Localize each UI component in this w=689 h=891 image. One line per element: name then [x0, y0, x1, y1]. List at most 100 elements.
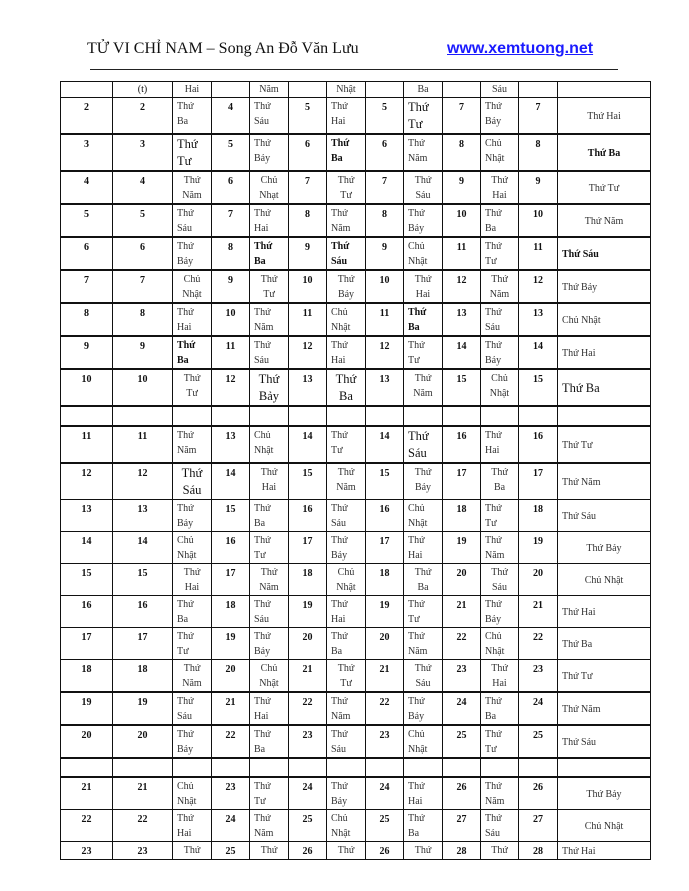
- weekday-cell: Thứ Năm: [172, 659, 212, 693]
- number-cell: 12: [60, 462, 113, 500]
- number-cell: [288, 81, 327, 98]
- number-cell: 21: [442, 595, 481, 628]
- weekday-cell: Thứ Ba: [172, 595, 212, 628]
- weekday-cell: Thứ Năm: [172, 425, 212, 464]
- number-cell: 12: [442, 269, 481, 304]
- number-cell: 24: [518, 691, 558, 726]
- website-link[interactable]: www.xemtuong.net: [447, 40, 594, 57]
- weekday-cell: Thứ Bảy: [326, 776, 366, 810]
- number-cell: 15: [518, 368, 558, 407]
- weekday-cell: [249, 757, 289, 778]
- weekday-cell: Chủ Nhật: [403, 499, 443, 532]
- weekday-cell: Thứ Sáu: [249, 595, 289, 628]
- table-row: 20 20 Thứ Bảy 22 Thứ Ba 23 Thứ Sáu 23 Chủ Nhật 25…: [60, 724, 651, 759]
- number-cell: 16: [442, 425, 481, 464]
- number-cell: 9: [288, 236, 327, 271]
- number-cell: 14: [211, 462, 250, 500]
- number-cell: 15: [60, 563, 113, 596]
- number-cell: 20: [211, 659, 250, 693]
- weekday-cell: Sáu: [480, 81, 519, 98]
- weekday-cell: [480, 405, 519, 427]
- number-cell: 10: [518, 203, 558, 238]
- weekday-cell: Thứ Ba: [172, 335, 212, 370]
- number-cell: 8: [211, 236, 250, 271]
- number-cell: 23: [112, 841, 173, 860]
- table-row: 19 19 Thứ Sáu 21 Thứ Hai 22 Thứ Năm 22 Thứ Bảy 24…: [60, 691, 651, 726]
- number-cell: 27: [442, 809, 481, 842]
- weekday-cell: Thứ Bảy: [249, 627, 289, 660]
- number-cell: 11: [211, 335, 250, 370]
- number-cell: 7: [442, 97, 481, 135]
- table-row: 22 22 Thứ Hai 24 Thứ Năm 25 Chủ Nhật 25 Thứ Ba 27…: [60, 809, 651, 842]
- number-cell: 27: [518, 809, 558, 842]
- number-cell: 18: [518, 499, 558, 532]
- number-cell: 10: [60, 368, 113, 407]
- weekday-cell: Thứ Năm: [326, 691, 366, 726]
- table-row: 6 6 Thứ Bảy 8 Thứ Ba 9 Thứ Sáu 9 Chủ Nhật 11 Thứ T…: [60, 236, 651, 271]
- weekday-cell: Nhật: [326, 81, 366, 98]
- number-cell: 7: [60, 269, 113, 304]
- table-row: 2 2 Thứ Ba 4 Thứ Sáu 5 Thứ Hai 5 Thứ Tư 7 Thứ Bảy 7…: [60, 97, 651, 135]
- weekday-cell: [403, 757, 443, 778]
- weekday-cell: Thứ: [403, 841, 443, 860]
- document-header-title: TỬ VI CHỈ NAM – Song An Đỗ Văn Lưu: [87, 40, 359, 57]
- number-cell: [211, 405, 250, 427]
- number-cell: 7: [518, 97, 558, 135]
- number-cell: 11: [518, 236, 558, 271]
- number-cell: 11: [112, 425, 173, 464]
- weekday-cell: Thứ Tư: [403, 595, 443, 628]
- weekday-cell: Thứ Ba: [403, 302, 443, 337]
- weekday-cell: Thứ Ba: [403, 563, 443, 596]
- number-cell: [112, 405, 173, 427]
- number-cell: 17: [518, 462, 558, 500]
- weekday-cell: Hai: [172, 81, 212, 98]
- number-cell: 24: [365, 776, 404, 810]
- number-cell: 14: [365, 425, 404, 464]
- weekday-cell: Thứ Bảy: [557, 531, 651, 564]
- number-cell: 17: [288, 531, 327, 564]
- number-cell: 19: [60, 691, 113, 726]
- weekday-cell: Thứ Sáu: [557, 724, 651, 759]
- number-cell: 6: [60, 236, 113, 271]
- number-cell: 24: [288, 776, 327, 810]
- number-cell: 14: [442, 335, 481, 370]
- weekday-cell: Thứ Ba: [480, 691, 519, 726]
- weekday-cell: Thứ Ba: [249, 724, 289, 759]
- weekday-cell: Thứ Tư: [557, 659, 651, 693]
- weekday-cell: [326, 405, 366, 427]
- weekday-cell: [172, 757, 212, 778]
- number-cell: 7: [288, 170, 327, 205]
- number-cell: 17: [365, 531, 404, 564]
- number-cell: 19: [518, 531, 558, 564]
- number-cell: 25: [518, 724, 558, 759]
- weekday-cell: Thứ Ba: [480, 462, 519, 500]
- weekday-cell: Thứ Bảy: [249, 133, 289, 172]
- weekday-cell: Chủ Nhật: [557, 809, 651, 842]
- number-cell: 18: [288, 563, 327, 596]
- weekday-cell: Thứ Năm: [557, 462, 651, 500]
- weekday-cell: Thứ Hai: [557, 335, 651, 370]
- number-cell: 5: [288, 97, 327, 135]
- table-row: 16 16 Thứ Ba 18 Thứ Sáu 19 Thứ Hai 19 Thứ Tư 21 Th…: [60, 595, 651, 628]
- number-cell: 25: [365, 809, 404, 842]
- weekday-cell: Thứ Năm: [249, 302, 289, 337]
- weekday-cell: Thứ Sáu: [326, 499, 366, 532]
- number-cell: 24: [211, 809, 250, 842]
- weekday-cell: Thứ: [326, 841, 366, 860]
- weekday-cell: Thứ Hai: [557, 97, 651, 135]
- weekday-cell: Thứ Hai: [249, 203, 289, 238]
- number-cell: [442, 757, 481, 778]
- number-cell: 28: [442, 841, 481, 860]
- number-cell: 21: [211, 691, 250, 726]
- table-row: 5 5 Thứ Sáu 7 Thứ Hai 8 Thứ Năm 8 Thứ Bảy 10 Thứ B…: [60, 203, 651, 238]
- number-cell: 3: [112, 133, 173, 172]
- number-cell: 14: [60, 531, 113, 564]
- weekday-cell: Thứ Tư: [403, 335, 443, 370]
- number-cell: 19: [442, 531, 481, 564]
- number-cell: 22: [211, 724, 250, 759]
- weekday-cell: Thứ Năm: [403, 627, 443, 660]
- table-row: 14 14 Chủ Nhật 16 Thứ Tư 17 Thứ Bảy 17 Thứ Hai 19…: [60, 531, 651, 564]
- number-cell: [518, 757, 558, 778]
- weekday-cell: Chủ Nhật: [557, 563, 651, 596]
